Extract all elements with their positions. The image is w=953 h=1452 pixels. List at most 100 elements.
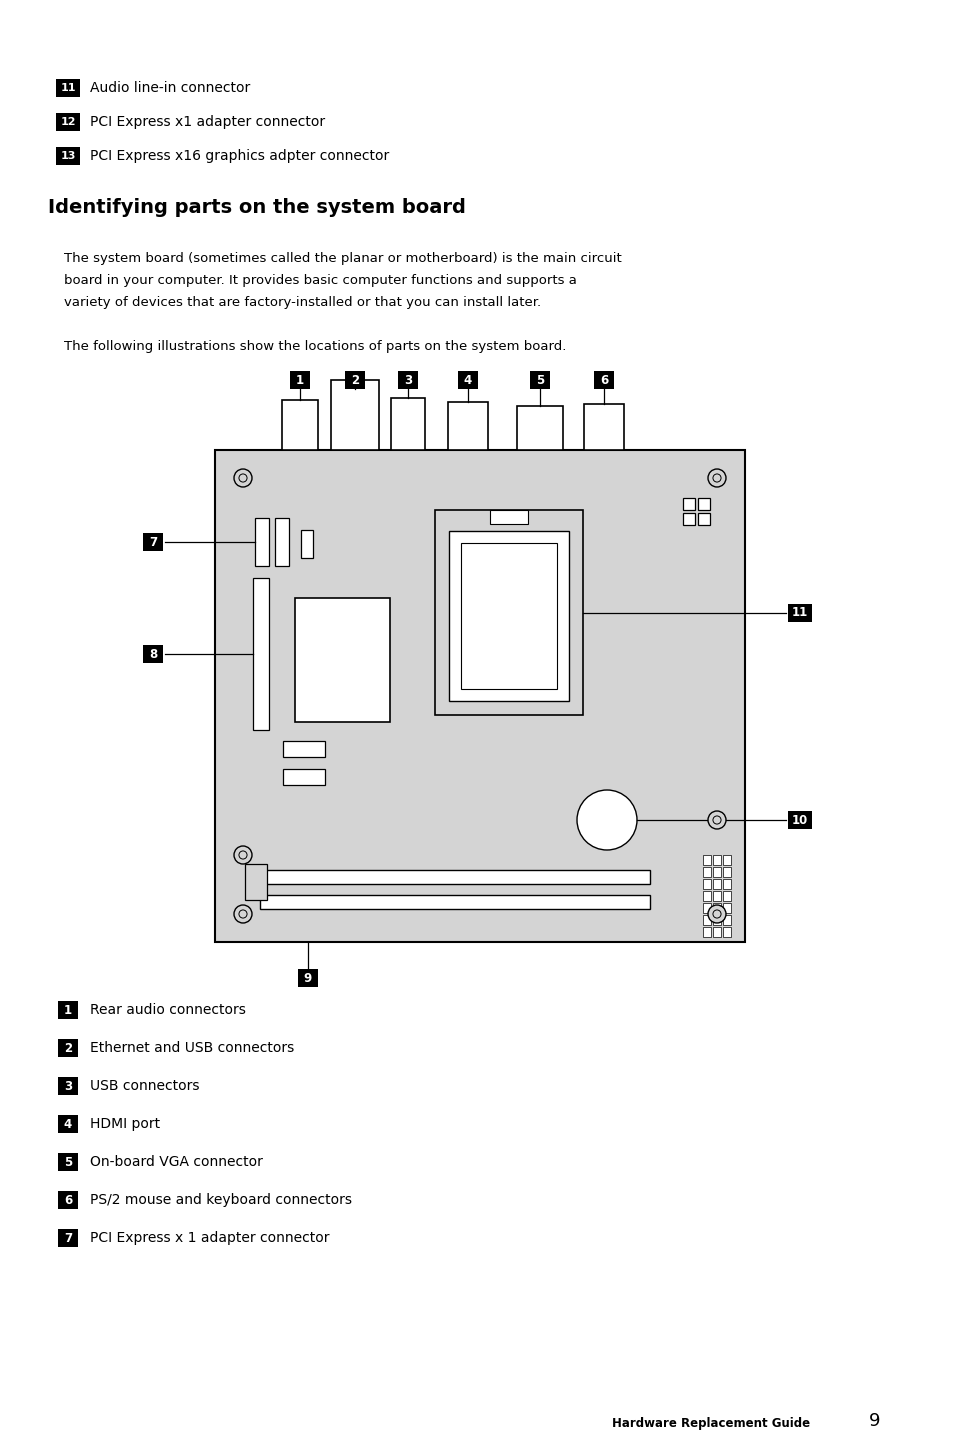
Bar	[712, 926, 720, 937]
Bar	[449, 531, 568, 701]
Bar	[58, 1077, 78, 1095]
Bar	[448, 402, 488, 450]
Bar	[712, 903, 720, 913]
Circle shape	[707, 905, 725, 923]
Text: 6: 6	[64, 1194, 72, 1207]
Bar	[722, 855, 730, 865]
Text: 9: 9	[867, 1411, 879, 1430]
Bar	[282, 399, 317, 450]
Bar	[787, 812, 811, 829]
Text: 9: 9	[304, 971, 312, 984]
Bar	[583, 404, 623, 450]
Bar	[283, 770, 325, 786]
Bar	[143, 645, 163, 664]
Circle shape	[233, 469, 252, 486]
Bar	[698, 498, 709, 510]
Circle shape	[707, 812, 725, 829]
Circle shape	[712, 910, 720, 918]
Bar	[722, 926, 730, 937]
Bar	[301, 530, 313, 558]
Text: Hardware Replacement Guide: Hardware Replacement Guide	[611, 1417, 809, 1430]
Bar	[682, 513, 695, 526]
Text: variety of devices that are factory-installed or that you can install later.: variety of devices that are factory-inst…	[64, 296, 540, 309]
Bar	[517, 407, 562, 450]
Bar	[58, 1191, 78, 1210]
Text: The system board (sometimes called the planar or motherboard) is the main circui: The system board (sometimes called the p…	[64, 253, 621, 266]
Bar	[397, 372, 417, 389]
Bar	[457, 372, 477, 389]
Text: 8: 8	[149, 648, 157, 661]
Text: The following illustrations show the locations of parts on the system board.: The following illustrations show the loc…	[64, 340, 566, 353]
Bar	[712, 892, 720, 902]
Bar	[294, 598, 390, 722]
Bar	[345, 372, 365, 389]
Bar	[722, 903, 730, 913]
Text: HDMI port: HDMI port	[90, 1117, 160, 1131]
Bar	[702, 915, 710, 925]
Text: 10: 10	[791, 813, 807, 826]
Bar	[594, 372, 614, 389]
Bar	[56, 113, 80, 131]
Bar	[435, 510, 582, 714]
Bar	[245, 864, 267, 900]
Text: 5: 5	[536, 373, 543, 386]
Text: PCI Express x 1 adapter connector: PCI Express x 1 adapter connector	[90, 1231, 329, 1244]
Bar	[274, 518, 289, 566]
Bar	[722, 867, 730, 877]
Bar	[712, 915, 720, 925]
Text: 11: 11	[791, 605, 807, 619]
Text: PS/2 mouse and keyboard connectors: PS/2 mouse and keyboard connectors	[90, 1194, 352, 1207]
Bar	[530, 372, 550, 389]
Bar	[722, 892, 730, 902]
Bar	[297, 968, 317, 987]
Bar	[712, 867, 720, 877]
Bar	[722, 915, 730, 925]
Bar	[56, 78, 80, 97]
Bar	[331, 380, 378, 450]
Bar	[260, 894, 649, 909]
Text: 12: 12	[60, 118, 75, 126]
Text: 3: 3	[403, 373, 412, 386]
Text: 2: 2	[351, 373, 358, 386]
Text: 11: 11	[60, 83, 75, 93]
Text: Rear audio connectors: Rear audio connectors	[90, 1003, 246, 1016]
Bar	[143, 533, 163, 550]
Text: 4: 4	[64, 1118, 72, 1131]
Bar	[702, 892, 710, 902]
Text: 7: 7	[149, 536, 157, 549]
Text: Audio line-in connector: Audio line-in connector	[90, 81, 250, 94]
Circle shape	[712, 816, 720, 825]
Bar	[460, 543, 557, 690]
Circle shape	[238, 910, 247, 918]
Text: 3: 3	[64, 1079, 72, 1092]
Bar	[682, 498, 695, 510]
Text: 4: 4	[463, 373, 472, 386]
Text: 7: 7	[64, 1231, 72, 1244]
Text: 1: 1	[64, 1003, 72, 1016]
Bar	[254, 518, 269, 566]
Text: On-board VGA connector: On-board VGA connector	[90, 1154, 263, 1169]
Bar	[722, 878, 730, 889]
Bar	[712, 878, 720, 889]
Text: Ethernet and USB connectors: Ethernet and USB connectors	[90, 1041, 294, 1056]
Bar	[58, 1228, 78, 1247]
Bar	[787, 604, 811, 621]
Circle shape	[233, 847, 252, 864]
Bar	[702, 867, 710, 877]
Text: 5: 5	[64, 1156, 72, 1169]
Circle shape	[238, 473, 247, 482]
Bar	[260, 870, 649, 884]
Bar	[702, 903, 710, 913]
Bar	[490, 510, 527, 524]
Bar	[58, 1115, 78, 1133]
Bar	[214, 450, 744, 942]
Circle shape	[238, 851, 247, 860]
Bar	[58, 1000, 78, 1019]
Text: PCI Express x1 adapter connector: PCI Express x1 adapter connector	[90, 115, 325, 129]
Bar	[702, 855, 710, 865]
Circle shape	[577, 790, 637, 849]
Bar	[56, 147, 80, 166]
Bar	[698, 513, 709, 526]
Circle shape	[712, 473, 720, 482]
Text: 13: 13	[60, 151, 75, 161]
